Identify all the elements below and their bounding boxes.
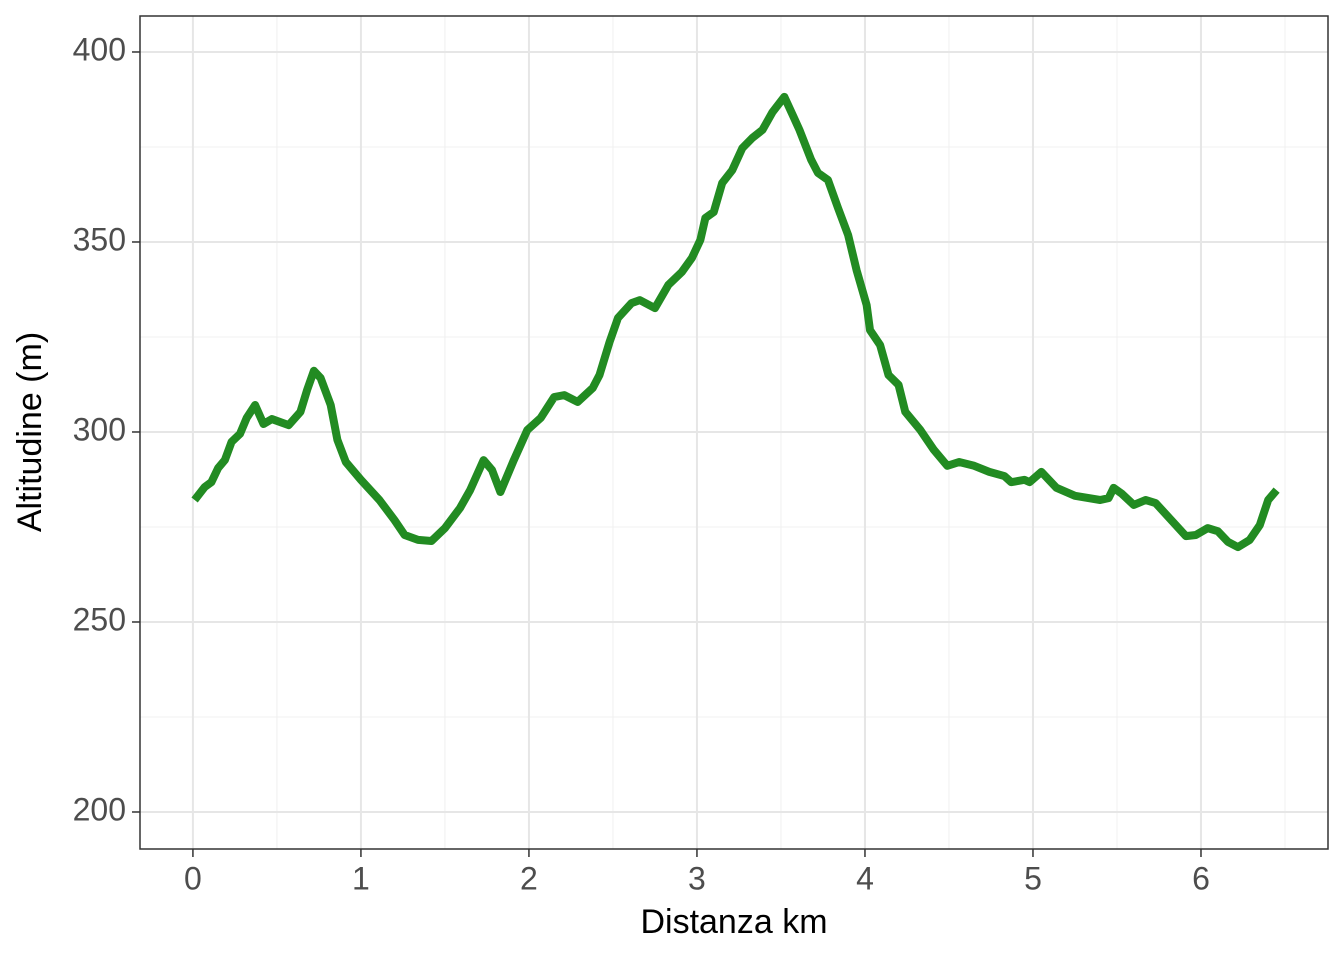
x-tick-label: 0 [184,860,202,896]
y-axis-title: Altitudine (m) [11,332,49,532]
y-tick-label: 200 [73,791,126,827]
x-tick-label: 6 [1192,860,1210,896]
line-series [191,92,1280,552]
panel-border [139,15,1329,850]
x-tick-label: 1 [352,860,370,896]
x-axis-title: Distanza km [640,903,827,941]
x-tick-label: 2 [520,860,538,896]
y-tick-label: 300 [73,411,126,447]
x-tick-label: 4 [856,860,874,896]
y-tick-label: 400 [73,31,126,67]
y-tick-label: 250 [73,601,126,637]
x-tick-label: 5 [1024,860,1042,896]
x-tick-label: 3 [688,860,706,896]
y-tick-label: 350 [73,221,126,257]
